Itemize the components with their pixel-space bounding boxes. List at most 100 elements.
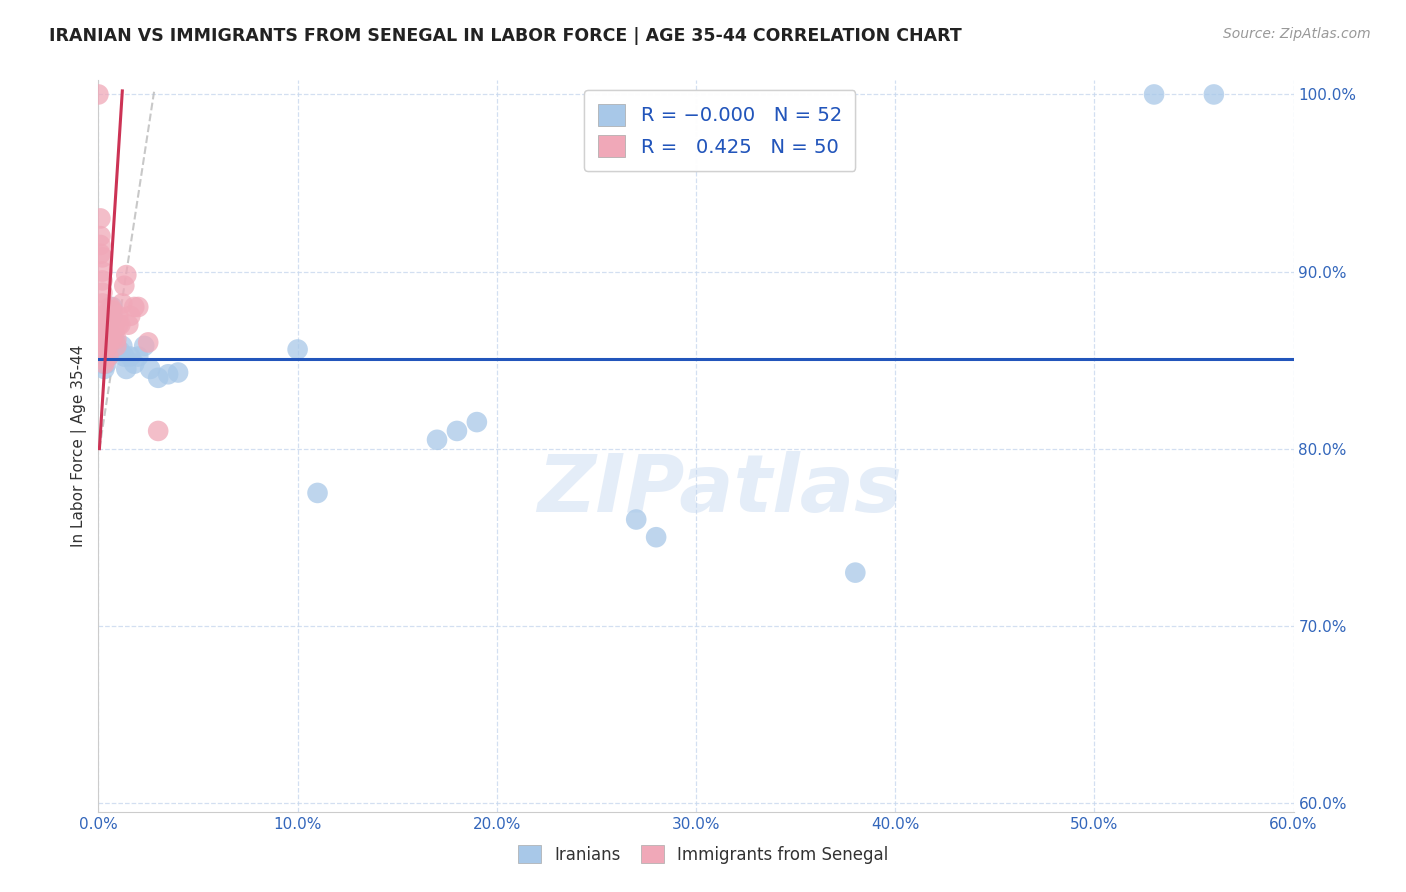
Point	[107, 309, 129, 323]
Legend: R = −0.000   N = 52, R =   0.425   N = 50: R = −0.000 N = 52, R = 0.425 N = 50	[585, 90, 855, 171]
Point	[112, 278, 135, 293]
Text: Source: ZipAtlas.com: Source: ZipAtlas.com	[1223, 27, 1371, 41]
Point	[87, 87, 110, 102]
Point	[101, 303, 124, 318]
Point	[136, 335, 159, 350]
Point	[91, 251, 114, 265]
Point	[307, 486, 329, 500]
Point	[101, 321, 124, 335]
Point	[96, 332, 118, 346]
Point	[124, 300, 146, 314]
Point	[93, 344, 115, 359]
Point	[115, 362, 138, 376]
Point	[93, 339, 115, 353]
Point	[93, 321, 115, 335]
Point	[115, 268, 138, 282]
Point	[96, 357, 118, 371]
Point	[98, 300, 122, 314]
Point	[117, 318, 139, 332]
Point	[91, 296, 114, 310]
Point	[98, 326, 122, 341]
Point	[103, 326, 125, 341]
Point	[1202, 87, 1225, 102]
Point	[93, 332, 115, 346]
Point	[93, 344, 115, 359]
Point	[91, 332, 114, 346]
Point	[626, 512, 648, 526]
Point	[97, 339, 120, 353]
Point	[96, 318, 118, 332]
Point	[96, 309, 118, 323]
Point	[96, 339, 118, 353]
Point	[91, 264, 114, 278]
Point	[157, 368, 180, 382]
Point	[98, 335, 122, 350]
Point	[97, 350, 120, 364]
Point	[93, 353, 115, 368]
Point	[148, 424, 170, 438]
Point	[93, 339, 115, 353]
Point	[91, 285, 114, 300]
Point	[91, 348, 114, 362]
Text: IRANIAN VS IMMIGRANTS FROM SENEGAL IN LABOR FORCE | AGE 35-44 CORRELATION CHART: IRANIAN VS IMMIGRANTS FROM SENEGAL IN LA…	[49, 27, 962, 45]
Point	[91, 273, 114, 287]
Point	[465, 415, 488, 429]
Point	[97, 344, 120, 359]
Point	[91, 339, 114, 353]
Point	[93, 314, 115, 328]
Point	[96, 350, 118, 364]
Point	[120, 350, 142, 364]
Point	[93, 353, 115, 368]
Point	[89, 326, 111, 341]
Point	[110, 318, 132, 332]
Point	[96, 332, 118, 346]
Point	[120, 309, 142, 323]
Point	[93, 362, 115, 376]
Point	[97, 350, 120, 364]
Point	[127, 300, 149, 314]
Point	[426, 433, 449, 447]
Point	[105, 332, 128, 346]
Point	[89, 211, 111, 226]
Point	[134, 339, 156, 353]
Text: ZIPatlas: ZIPatlas	[537, 450, 903, 529]
Point	[110, 344, 132, 359]
Point	[101, 309, 124, 323]
Point	[148, 371, 170, 385]
Point	[91, 344, 114, 359]
Point	[91, 303, 114, 318]
Point	[98, 344, 122, 359]
Point	[91, 309, 114, 323]
Point	[287, 343, 309, 357]
Point	[167, 366, 190, 380]
Point	[91, 357, 114, 371]
Point	[89, 229, 111, 244]
Point	[101, 332, 124, 346]
Point	[107, 318, 129, 332]
Point	[97, 332, 120, 346]
Point	[93, 344, 115, 359]
Point	[103, 318, 125, 332]
Point	[101, 314, 124, 328]
Point	[645, 530, 668, 544]
Point	[139, 362, 162, 376]
Point	[105, 339, 128, 353]
Legend: Iranians, Immigrants from Senegal: Iranians, Immigrants from Senegal	[510, 838, 896, 871]
Point	[107, 344, 129, 359]
Point	[103, 332, 125, 346]
Point	[89, 247, 111, 261]
Point	[96, 339, 118, 353]
Point	[98, 318, 122, 332]
Point	[97, 339, 120, 353]
Point	[446, 424, 468, 438]
Point	[111, 296, 134, 310]
Point	[844, 566, 866, 580]
Point	[93, 357, 115, 371]
Point	[101, 300, 124, 314]
Point	[111, 339, 134, 353]
Point	[1143, 87, 1166, 102]
Point	[127, 350, 149, 364]
Point	[98, 309, 122, 323]
Point	[97, 321, 120, 335]
Point	[93, 332, 115, 346]
